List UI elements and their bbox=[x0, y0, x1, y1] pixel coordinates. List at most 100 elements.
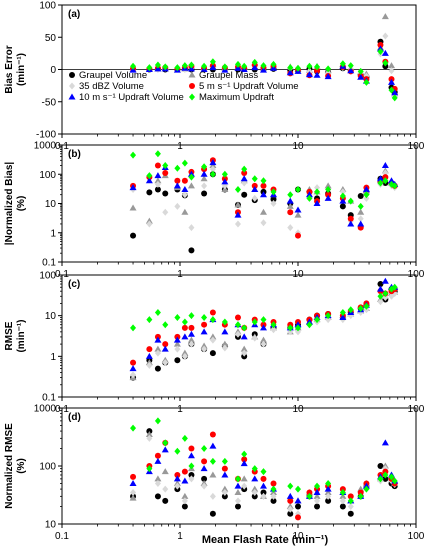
panel-c-point-max-updraft bbox=[201, 314, 207, 321]
panel-d-point-updraft10-volume bbox=[251, 475, 258, 481]
panel-d-point-max-updraft bbox=[201, 445, 207, 452]
panel-d-point-updraft5-volume bbox=[295, 514, 301, 520]
panel-d-point-graupel-volume bbox=[182, 504, 188, 510]
panel-b-point-updraft10-volume bbox=[154, 172, 161, 178]
legend-marker-dbz35-volume bbox=[69, 83, 75, 90]
panel-c-y-tick-label: 1 bbox=[50, 352, 56, 363]
panel-d-label: (d) bbox=[68, 412, 81, 423]
panel-b-y-tick-label: 100 bbox=[39, 170, 56, 181]
panel-b-y-axis-unit: (%) bbox=[16, 196, 27, 212]
panel-c-point-updraft10-volume bbox=[377, 286, 384, 292]
panel-d-point-max-updraft bbox=[287, 483, 293, 490]
panel-b-y-tick-label: 1000 bbox=[34, 141, 57, 152]
panel-c-point-dbz35-volume bbox=[162, 359, 168, 366]
legend-marker-max-updraft bbox=[189, 94, 195, 101]
panel-b-y-axis-title: |Normalized Bias| bbox=[4, 162, 15, 246]
panel-c-point-updraft5-volume bbox=[210, 309, 216, 315]
legend-marker-graupel-mass bbox=[189, 72, 196, 78]
panel-d-point-updraft5-volume bbox=[260, 476, 266, 482]
panel-b-point-graupel-volume bbox=[358, 193, 364, 199]
panel-c-point-graupel-volume bbox=[210, 350, 216, 356]
panel-b-point-max-updraft bbox=[260, 177, 266, 184]
panel-c-point-graupel-volume bbox=[174, 357, 180, 363]
legend-marker-updraft5-volume bbox=[189, 83, 195, 89]
panel-b-point-max-updraft bbox=[295, 186, 301, 193]
panel-b-point-graupel-mass bbox=[260, 209, 267, 215]
panel-d-point-dbz35-volume bbox=[210, 493, 216, 500]
panel-b-point-dbz35-volume bbox=[188, 224, 194, 231]
panel-d-point-updraft10-volume bbox=[382, 439, 389, 445]
panel-b-point-updraft5-volume bbox=[287, 209, 293, 215]
panel-b-point-updraft10-volume bbox=[287, 198, 294, 204]
panel-c-point-updraft10-volume bbox=[221, 328, 228, 334]
panel-b-point-max-updraft bbox=[358, 203, 364, 210]
panel-b-point-updraft10-volume bbox=[181, 186, 188, 192]
panel-d-point-updraft5-volume bbox=[222, 466, 228, 472]
panel-d-y-tick-label: 10 bbox=[45, 520, 57, 531]
panel-d-point-max-updraft bbox=[295, 486, 301, 493]
panel-b-point-max-updraft bbox=[182, 160, 188, 167]
panel-d-point-updraft10-volume bbox=[154, 458, 161, 464]
panel-b-point-updraft5-volume bbox=[162, 170, 168, 176]
panel-d-point-max-updraft bbox=[188, 463, 194, 470]
panel-d-point-dbz35-volume bbox=[235, 497, 241, 504]
panel-c-point-updraft10-volume bbox=[188, 331, 195, 337]
panel-c-x-tick-label: 1 bbox=[177, 404, 183, 415]
panel-b-point-max-updraft bbox=[287, 191, 293, 198]
panel-b-point-updraft10-volume bbox=[357, 220, 364, 226]
panel-a-y-tick-label: 50 bbox=[45, 33, 57, 44]
panel-b-point-graupel-volume bbox=[146, 189, 152, 195]
panel-b-y-tick-label: 10 bbox=[45, 199, 57, 210]
legend-label-updraft10-volume: 10 m s⁻¹ Updraft Volume bbox=[79, 92, 184, 103]
panel-b-y-tick-label: 1 bbox=[50, 228, 56, 239]
panel-c-point-updraft10-volume bbox=[241, 333, 248, 339]
panel-a-x-tick-label: 1 bbox=[177, 141, 183, 152]
panel-b-point-dbz35-volume bbox=[235, 220, 241, 227]
panel-d-point-max-updraft bbox=[222, 458, 228, 465]
panel-d-point-graupel-volume bbox=[348, 511, 354, 517]
panel-c-point-updraft5-volume bbox=[188, 325, 194, 331]
panel-c-point-updraft5-volume bbox=[146, 346, 152, 352]
panel-d-x-tick-label: 1 bbox=[177, 531, 183, 542]
panel-b-point-updraft10-volume bbox=[201, 171, 208, 177]
legend-label-max-updraft: Maximum Updraft bbox=[199, 92, 274, 103]
panel-d-point-graupel-mass bbox=[241, 475, 248, 481]
panel-d-point-graupel-volume bbox=[235, 504, 241, 510]
panel-d-point-updraft5-volume bbox=[182, 469, 188, 475]
panel-c-point-graupel-volume bbox=[155, 366, 161, 372]
panel-d-x-tick-label: 0.1 bbox=[55, 531, 69, 542]
panel-b-point-updraft10-volume bbox=[382, 162, 389, 168]
panel-c-y-axis-unit: (min⁻¹) bbox=[16, 319, 27, 352]
legend-marker-updraft10-volume bbox=[69, 94, 76, 100]
panel-d-point-updraft10-volume bbox=[209, 443, 216, 449]
panel-d-point-max-updraft bbox=[182, 435, 188, 442]
panel-d-point-max-updraft bbox=[174, 448, 180, 455]
panel-b-point-graupel-volume bbox=[162, 190, 168, 196]
panel-d-point-graupel-volume bbox=[314, 504, 320, 510]
panel-d-point-updraft5-volume bbox=[210, 431, 216, 437]
panel-a-x-tick-label: 10 bbox=[292, 141, 304, 152]
panel-d-point-updraft10-volume bbox=[260, 483, 267, 489]
panel-d-point-updraft5-volume bbox=[130, 474, 136, 480]
panel-c-x-tick-label: 10 bbox=[292, 404, 304, 415]
panel-c-point-updraft10-volume bbox=[181, 333, 188, 339]
panel-b-point-graupel-mass bbox=[181, 209, 188, 215]
x-axis-label: Mean Flash Rate (min⁻¹) bbox=[202, 534, 329, 546]
panel-a-y-tick-label: -100 bbox=[36, 130, 56, 141]
panel-b-point-graupel-volume bbox=[201, 190, 207, 196]
panel-c-point-updraft10-volume bbox=[162, 346, 169, 352]
panel-b-point-graupel-mass bbox=[295, 212, 302, 218]
panel-d-point-graupel-mass bbox=[234, 489, 241, 495]
panel-d-point-max-updraft bbox=[130, 425, 136, 432]
panel-c-point-max-updraft bbox=[188, 312, 194, 319]
panel-d-point-updraft5-volume bbox=[271, 480, 277, 486]
panel-d-point-max-updraft bbox=[155, 417, 161, 424]
panel-d-point-graupel-volume bbox=[340, 504, 346, 510]
panel-c-point-dbz35-volume bbox=[174, 346, 180, 353]
legend-label-graupel-volume: Graupel Volume bbox=[79, 70, 147, 81]
panel-d-point-graupel-volume bbox=[295, 504, 301, 510]
panel-b-point-graupel-mass bbox=[188, 182, 195, 188]
panel-d-point-updraft10-volume bbox=[287, 493, 294, 499]
panel-d-point-updraft10-volume bbox=[221, 471, 228, 477]
panel-b-point-graupel-volume bbox=[130, 233, 136, 239]
